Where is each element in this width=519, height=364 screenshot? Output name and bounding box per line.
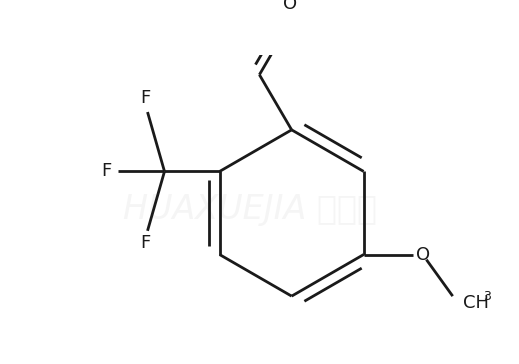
Text: 3: 3 <box>483 290 491 302</box>
Text: O: O <box>283 0 297 13</box>
Text: F: F <box>141 234 151 252</box>
Text: CH: CH <box>463 294 489 312</box>
Text: HUAXUEJIA 化学加: HUAXUEJIA 化学加 <box>123 193 377 226</box>
Text: O: O <box>416 246 430 264</box>
Text: F: F <box>141 90 151 107</box>
Text: F: F <box>101 162 111 181</box>
